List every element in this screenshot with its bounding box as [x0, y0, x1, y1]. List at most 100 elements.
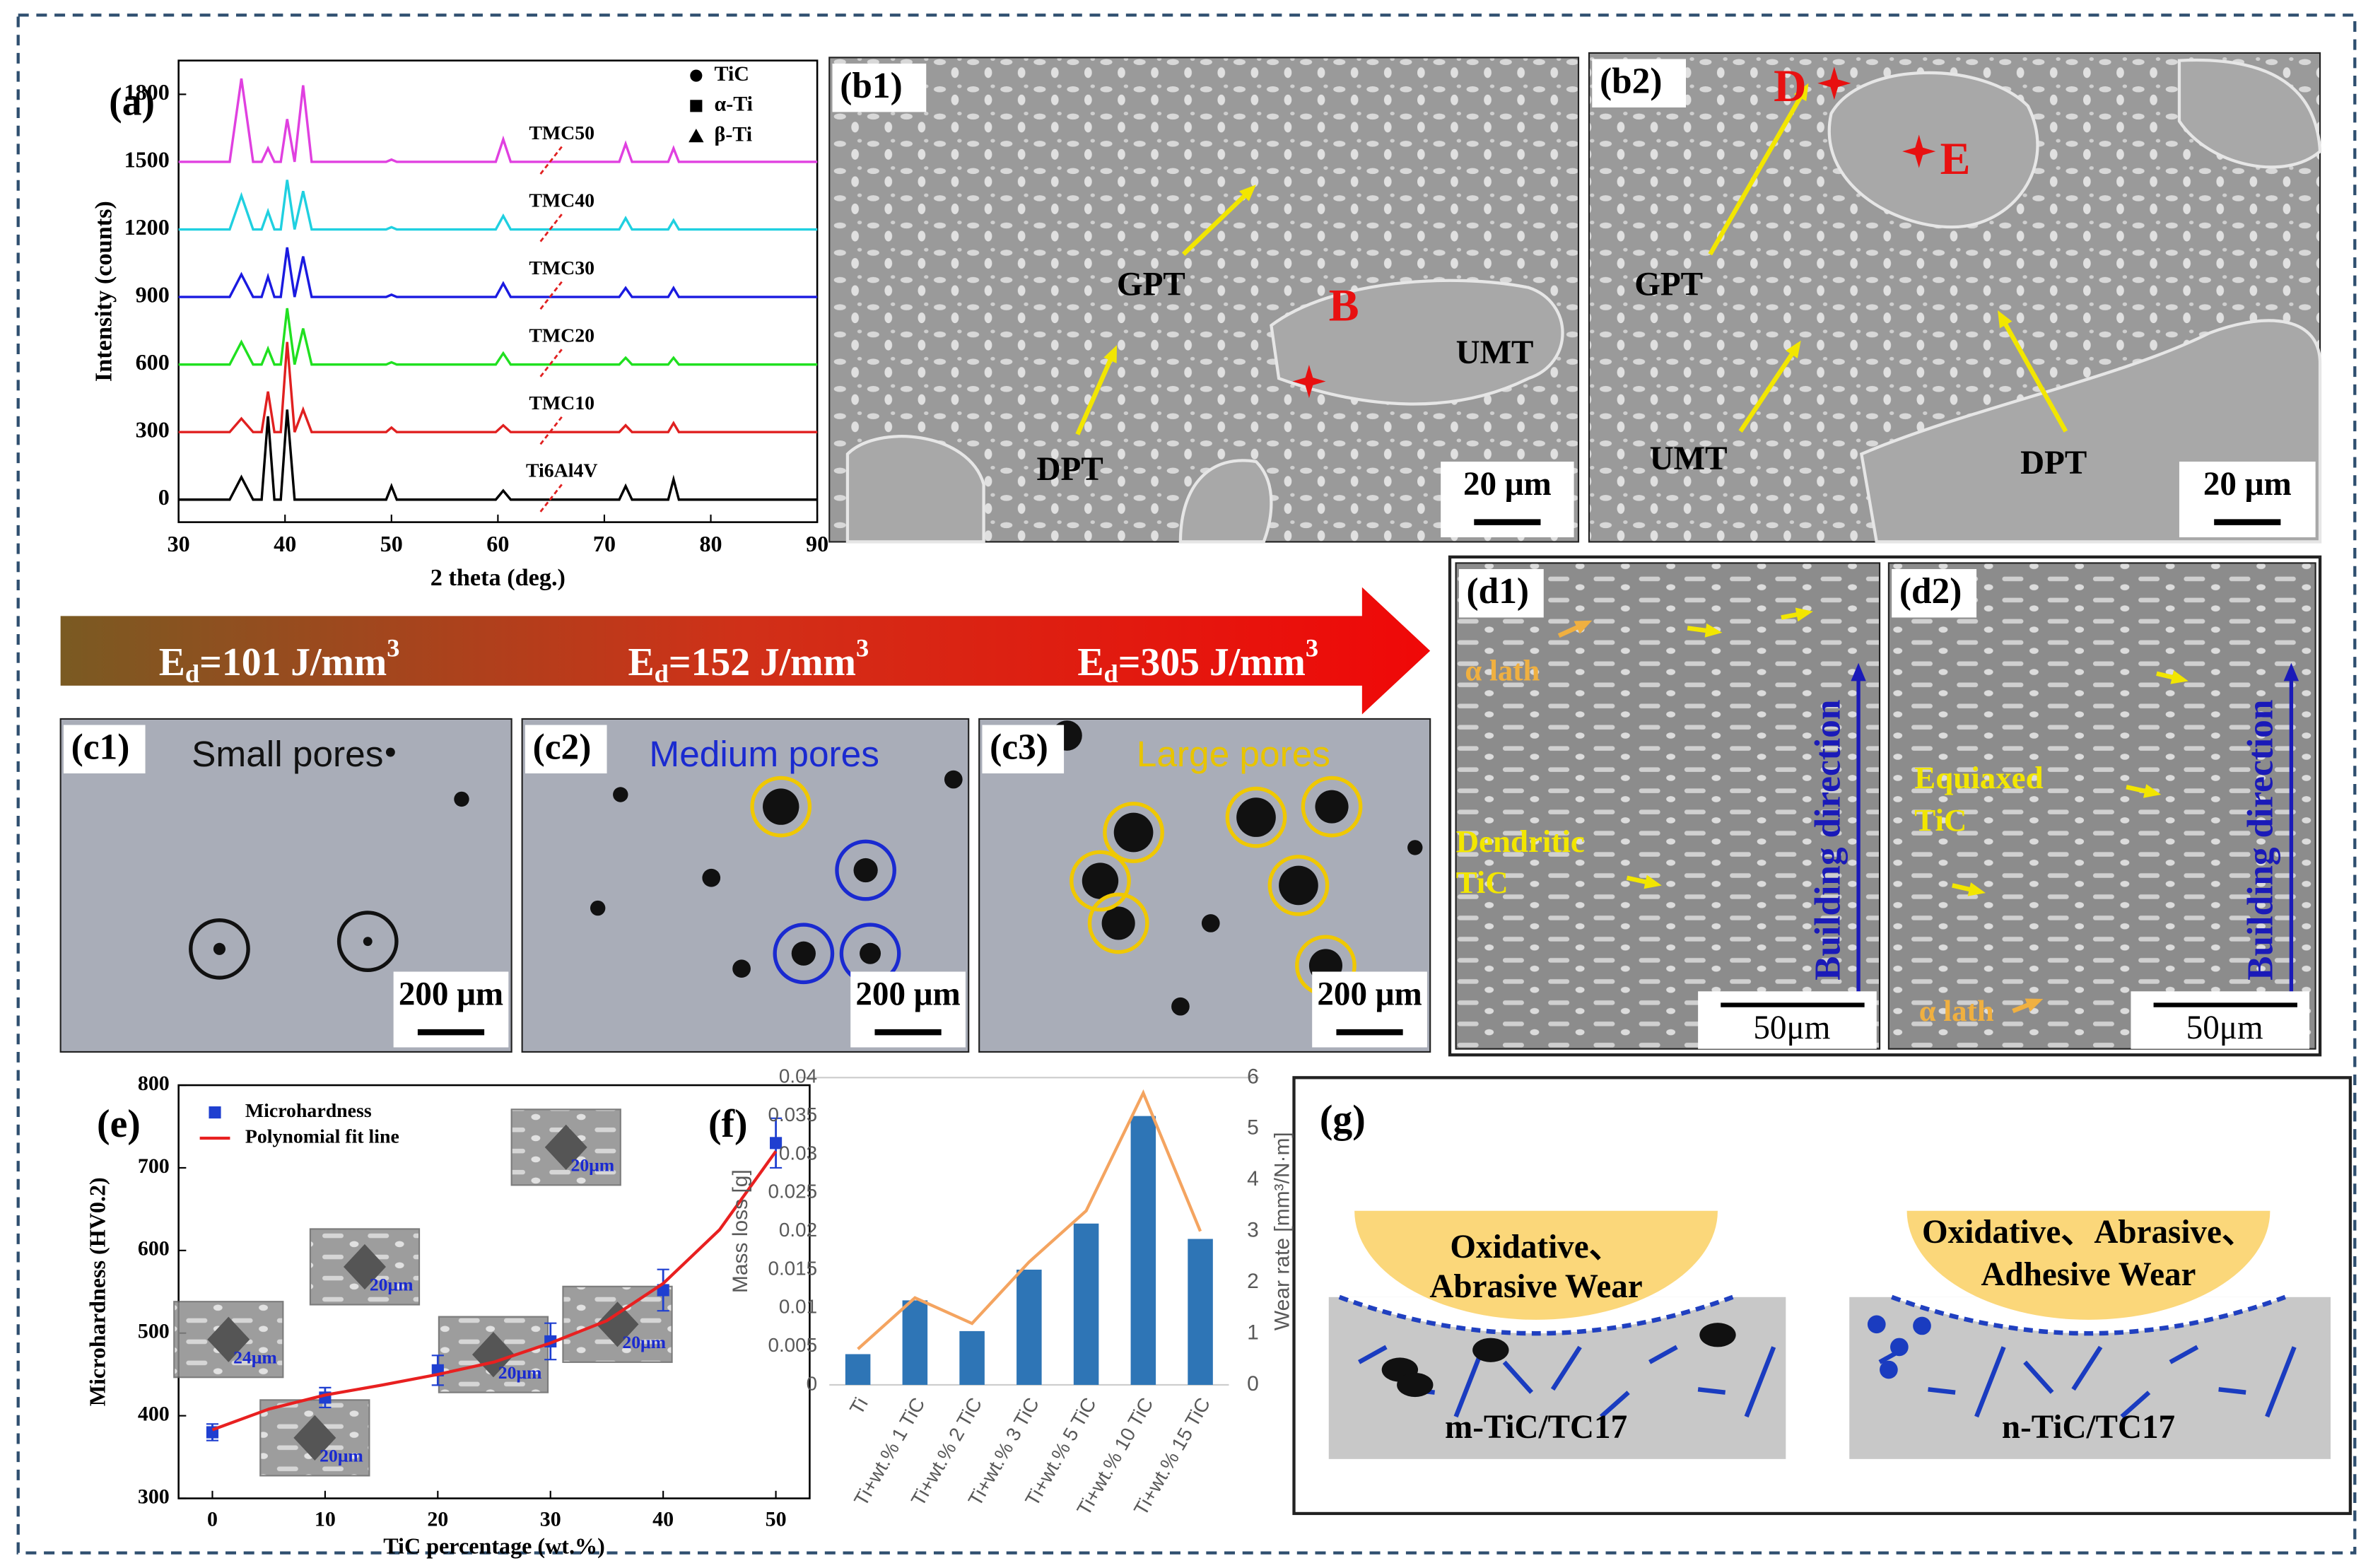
energy-text: =101 J/mm	[199, 640, 387, 684]
caption: Medium pores	[649, 733, 879, 774]
arrow	[1738, 351, 1795, 433]
tic-particle	[1974, 1346, 2006, 1418]
y-tick-label: 0.015	[768, 1257, 817, 1279]
panel-label: (b1)	[840, 66, 902, 106]
grain	[845, 435, 985, 544]
series-label: TMC40	[529, 189, 594, 211]
series-pointer	[539, 146, 563, 175]
y-tick-label: 0.02	[779, 1219, 817, 1241]
pore	[944, 770, 963, 789]
wear-mode: Abrasive Wear	[1429, 1268, 1642, 1305]
energy-symbol: E	[1077, 640, 1103, 684]
label-box	[63, 725, 146, 774]
tic-particle	[1880, 1360, 1898, 1379]
panel-label: (c3)	[990, 727, 1048, 768]
scale-bar-label: 200 μm	[855, 976, 960, 1013]
y-tick-label: 0.03	[779, 1142, 817, 1164]
bar	[902, 1300, 928, 1385]
tic-particle	[1550, 1345, 1582, 1391]
panel-label: (b2)	[1600, 62, 1662, 102]
legend-marker	[690, 69, 703, 82]
pore	[1101, 906, 1135, 940]
y-tick-label: 1800	[124, 79, 170, 105]
direction-label: Building direction	[2241, 700, 2281, 981]
x-tick-label: 60	[486, 531, 509, 556]
tic-particle	[1397, 1372, 1434, 1398]
tic-particle	[2120, 1391, 2151, 1419]
pore	[1407, 840, 1423, 855]
pore	[1201, 914, 1220, 932]
xrd-pattern	[178, 341, 818, 433]
series-label: TMC20	[529, 325, 594, 347]
y-tick-label: 0.005	[768, 1334, 817, 1356]
panel-label: (e)	[97, 1102, 141, 1146]
panel-label: (g)	[1320, 1097, 1366, 1141]
xrd-pattern	[178, 247, 818, 298]
direction-arrow-head	[1851, 662, 1866, 681]
micrograph	[1455, 562, 1881, 1050]
arrow-head	[2143, 784, 2162, 798]
tic-particle	[1472, 1338, 1509, 1362]
tic-particle	[1648, 1345, 1678, 1364]
inset-scale-label: 20μm	[320, 1446, 363, 1466]
wear-mode: Oxidative、	[1450, 1229, 1622, 1265]
pore-ring	[1087, 892, 1149, 954]
y-tick-label: 300	[138, 1485, 170, 1508]
energy-superscript: 3	[387, 634, 399, 662]
y-axis-label: Intensity (counts)	[90, 201, 117, 382]
panel-label: (d1)	[1467, 571, 1529, 612]
pore	[702, 868, 721, 887]
legend-label: TiC	[715, 62, 749, 86]
xrd-pattern	[178, 180, 818, 231]
pore	[213, 942, 226, 955]
y-tick-label: 600	[136, 349, 170, 375]
pore-ring	[835, 839, 896, 901]
pore	[1113, 812, 1154, 853]
pore	[763, 788, 799, 825]
energy-label: Ed=305 J/mm3	[1077, 634, 1318, 688]
xrd-pattern	[178, 78, 818, 163]
annotation: α lath	[1919, 995, 1994, 1028]
scale-bar-label: 200 μm	[1317, 976, 1422, 1013]
xrd-pattern	[178, 308, 818, 366]
label-box	[1592, 59, 1687, 108]
legend-marker	[689, 128, 704, 143]
indent	[344, 1244, 386, 1290]
series-pointer	[539, 281, 563, 310]
series-pointer	[539, 416, 563, 445]
arrow-head	[2025, 998, 2044, 1012]
tic-particle	[2071, 1345, 2103, 1391]
annotation: GPT	[1117, 267, 1185, 303]
y-tick-label: 900	[136, 281, 170, 307]
legend-label: Microhardness	[245, 1100, 372, 1122]
annotation: UMT	[1456, 334, 1534, 371]
panel-label: (d2)	[1899, 571, 1962, 612]
tic-particle	[1928, 1387, 1956, 1395]
pore	[613, 787, 628, 802]
figure-border	[16, 13, 2357, 1555]
y-tick-label: 0.04	[779, 1065, 817, 1087]
scale-bar-label: 50μm	[1753, 1010, 1830, 1046]
tic-particle	[2169, 1345, 2199, 1364]
y2-tick-label: 4	[1247, 1167, 1259, 1190]
arrow-head	[1574, 620, 1593, 634]
panel-label: (a)	[109, 81, 155, 124]
arrow	[2156, 671, 2175, 680]
y-tick-label: 800	[138, 1072, 170, 1095]
arrow	[2126, 785, 2148, 794]
annotation: TiC	[1914, 802, 1967, 838]
tic-particle	[2265, 1346, 2297, 1418]
energy-arrow	[60, 587, 1431, 715]
inset-scale-label: 20μm	[370, 1275, 414, 1295]
arrow	[1181, 193, 1248, 256]
energy-symbol: E	[628, 640, 654, 684]
y-tick-label: 1500	[124, 146, 170, 172]
x-axis-label: TiC percentage (wt.%)	[383, 1533, 605, 1559]
pore-ring	[336, 911, 399, 973]
counter-ball	[1354, 1210, 1718, 1320]
energy-label: Ed=101 J/mm3	[159, 634, 400, 688]
arrow	[1708, 94, 1803, 256]
arrow-head	[2170, 670, 2189, 684]
pore-ring	[1225, 786, 1287, 848]
indent-inset	[562, 1285, 673, 1363]
